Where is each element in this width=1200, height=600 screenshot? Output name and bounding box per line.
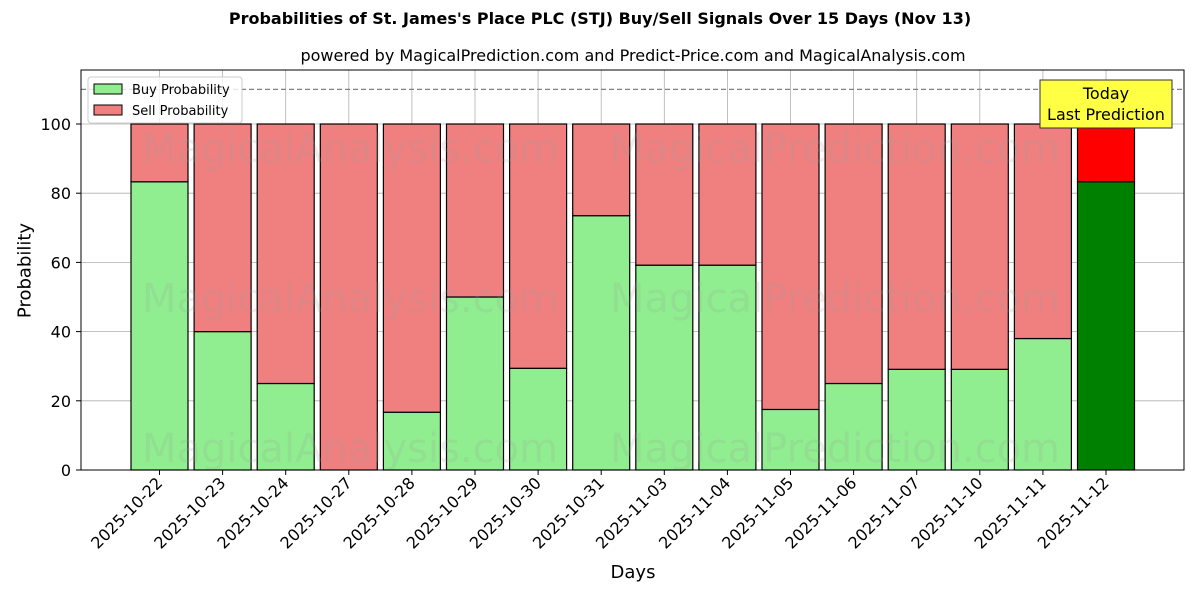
y-tick-label: 40 bbox=[51, 323, 71, 342]
sell-bar bbox=[761, 123, 820, 411]
sell-bar bbox=[193, 123, 252, 333]
sell-bar bbox=[319, 123, 378, 471]
chart-title: Probabilities of St. James's Place PLC (… bbox=[228, 9, 972, 28]
sell-bar bbox=[698, 123, 757, 266]
y-tick-label: 80 bbox=[51, 184, 71, 203]
buy-bar bbox=[1013, 337, 1073, 471]
buy-bar bbox=[572, 215, 631, 471]
sell-bar bbox=[445, 123, 505, 298]
buy-bar bbox=[1076, 181, 1136, 471]
legend: Buy Probability Sell Probability bbox=[87, 76, 243, 124]
buy-bar bbox=[698, 264, 757, 471]
y-tick-label: 20 bbox=[51, 392, 71, 411]
sell-bar bbox=[950, 123, 1009, 370]
buy-bar bbox=[824, 382, 883, 471]
buy-bar bbox=[130, 181, 189, 471]
chart-subtitle: powered by MagicalPrediction.com and Pre… bbox=[300, 46, 966, 65]
watermark: MagicalPrediction.com bbox=[610, 126, 1060, 172]
sell-bar bbox=[1076, 123, 1136, 183]
watermark: MagicalPrediction.com bbox=[610, 276, 1060, 322]
sell-bar bbox=[572, 123, 631, 217]
y-tick-label: 60 bbox=[51, 253, 71, 272]
sell-bar bbox=[887, 123, 946, 370]
x-axis-label: Days bbox=[610, 562, 656, 583]
buy-bar bbox=[256, 382, 315, 471]
sell-bar bbox=[256, 123, 315, 385]
svg-text:Last Prediction: Last Prediction bbox=[1047, 105, 1165, 124]
svg-text:Today: Today bbox=[1082, 84, 1129, 103]
sell-bar bbox=[130, 123, 189, 183]
sell-bar bbox=[509, 123, 568, 369]
sell-bar bbox=[824, 123, 883, 385]
legend-label: Sell Probability bbox=[132, 104, 229, 119]
sell-bar bbox=[382, 123, 441, 413]
sell-bar bbox=[635, 123, 694, 266]
buy-bar bbox=[445, 296, 505, 471]
today-annotation: Today Last Prediction bbox=[1039, 79, 1173, 129]
watermark: MagicalAnalysis.com bbox=[142, 276, 558, 322]
watermark: MagicalAnalysis.com bbox=[142, 426, 558, 472]
y-tick-label: 100 bbox=[40, 115, 71, 134]
buy-bar bbox=[509, 367, 568, 471]
buy-bar bbox=[761, 408, 820, 471]
legend-label: Buy Probability bbox=[132, 83, 230, 98]
y-tick-label: 0 bbox=[61, 461, 71, 480]
watermark: MagicalAnalysis.com bbox=[142, 126, 558, 172]
buy-bar bbox=[193, 331, 252, 471]
watermark: MagicalPrediction.com bbox=[610, 426, 1060, 472]
buy-bar bbox=[887, 368, 946, 471]
